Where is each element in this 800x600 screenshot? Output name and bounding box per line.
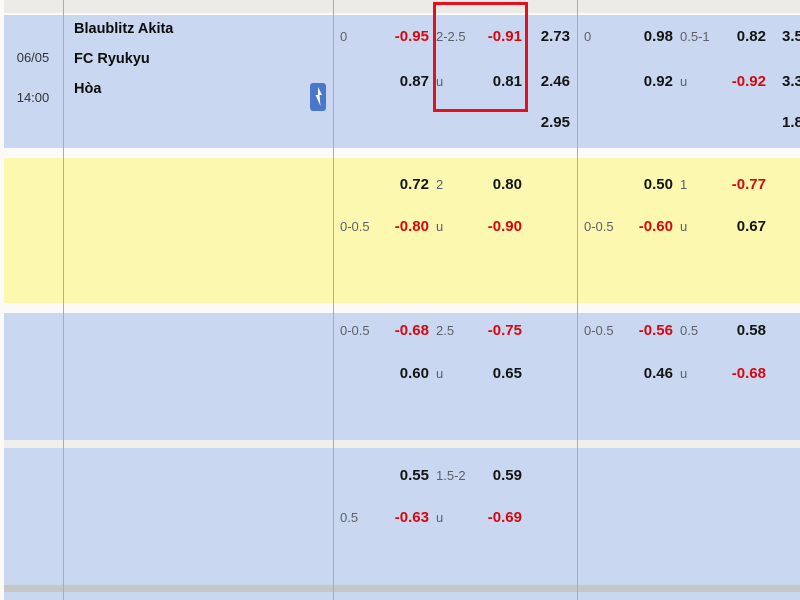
handicap-line: 0-0.5 (340, 323, 370, 338)
over-odds[interactable]: -0.91 (487, 28, 522, 45)
handicap-line: 0 (340, 29, 348, 44)
handicap-odds-away[interactable]: 0.92 (643, 73, 673, 90)
teams-column: Blaublitz Akita FC Ryukyu Hòa (74, 14, 304, 104)
under-label: u (680, 366, 688, 381)
handicap-odds-away[interactable]: -0.60 (638, 218, 673, 235)
handicap-odds-home[interactable]: 0.72 (399, 176, 429, 193)
over-odds[interactable]: -0.75 (487, 322, 522, 339)
away-team-name: FC Ryukyu (74, 51, 150, 67)
handicap-odds-away[interactable]: -0.80 (394, 218, 429, 235)
handicap-odds-away[interactable]: 0.87 (399, 73, 429, 90)
total-line: 2-2.5 (436, 29, 466, 44)
handicap-odds-away[interactable]: 0.46 (643, 365, 673, 382)
row-separator (0, 303, 800, 313)
table-left-edge (0, 0, 4, 600)
total-line: 2.5 (436, 323, 455, 338)
bookmaker-row (4, 313, 800, 440)
draw-label: Hòa (74, 81, 102, 97)
total-line: 0.5 (680, 323, 699, 338)
under-label: u (436, 74, 444, 89)
total-line: 2 (436, 177, 444, 192)
under-odds[interactable]: -0.92 (731, 73, 766, 90)
handicap-odds-home[interactable]: 0.98 (643, 28, 673, 45)
odds-1x2-draw[interactable]: 2.95 (540, 114, 570, 131)
under-odds[interactable]: 0.67 (736, 218, 766, 235)
odds-1x2-home[interactable]: 2.73 (540, 28, 570, 45)
odds-1x2-draw[interactable]: 1.8 (782, 114, 800, 131)
table-header-strip (0, 0, 800, 13)
odds-1x2-home[interactable]: 3.5 (782, 28, 800, 45)
handicap-line: 0-0.5 (584, 323, 614, 338)
trend-arrow-icon (315, 87, 322, 106)
total-line: 0.5-1 (680, 29, 710, 44)
row-separator (0, 585, 800, 592)
match-date: 06/05 (16, 50, 50, 65)
over-odds[interactable]: 0.59 (492, 467, 522, 484)
match-time: 14:00 (16, 90, 50, 105)
handicap-line: 0-0.5 (340, 219, 370, 234)
odds-1x2-away[interactable]: 3.3 (782, 73, 800, 90)
under-odds[interactable]: -0.90 (487, 218, 522, 235)
under-label: u (680, 219, 688, 234)
column-divider (63, 0, 64, 600)
over-odds[interactable]: 0.82 (736, 28, 766, 45)
total-line: 1 (680, 177, 688, 192)
under-odds[interactable]: -0.69 (487, 509, 522, 526)
odds-1x2-away[interactable]: 2.46 (540, 73, 570, 90)
home-team-name: Blaublitz Akita (74, 21, 174, 37)
bookmaker-row (4, 448, 800, 585)
divider (0, 13, 800, 15)
match-row (4, 15, 800, 148)
handicap-line: 0 (584, 29, 592, 44)
row-separator (0, 148, 800, 158)
handicap-odds-away[interactable]: -0.63 (394, 509, 429, 526)
handicap-line: 0.5 (340, 510, 359, 525)
handicap-odds-home[interactable]: -0.56 (638, 322, 673, 339)
stats-icon[interactable] (310, 83, 326, 111)
under-label: u (436, 510, 444, 525)
total-line: 1.5-2 (436, 468, 466, 483)
over-odds[interactable]: 0.80 (492, 176, 522, 193)
handicap-line: 0-0.5 (584, 219, 614, 234)
handicap-odds-away[interactable]: 0.60 (399, 365, 429, 382)
highlighted-bookmaker-row (4, 158, 800, 303)
over-odds[interactable]: 0.58 (736, 322, 766, 339)
under-odds[interactable]: 0.81 (492, 73, 522, 90)
handicap-odds-home[interactable]: 0.55 (399, 467, 429, 484)
over-odds[interactable]: -0.77 (731, 176, 766, 193)
column-divider (577, 0, 578, 600)
under-label: u (680, 74, 688, 89)
row-separator (0, 440, 800, 448)
column-divider (333, 0, 334, 600)
handicap-odds-home[interactable]: -0.95 (394, 28, 429, 45)
handicap-odds-home[interactable]: 0.50 (643, 176, 673, 193)
next-row-edge (0, 592, 800, 600)
under-odds[interactable]: -0.68 (731, 365, 766, 382)
under-label: u (436, 366, 444, 381)
handicap-odds-home[interactable]: -0.68 (394, 322, 429, 339)
under-label: u (436, 219, 444, 234)
under-odds[interactable]: 0.65 (492, 365, 522, 382)
